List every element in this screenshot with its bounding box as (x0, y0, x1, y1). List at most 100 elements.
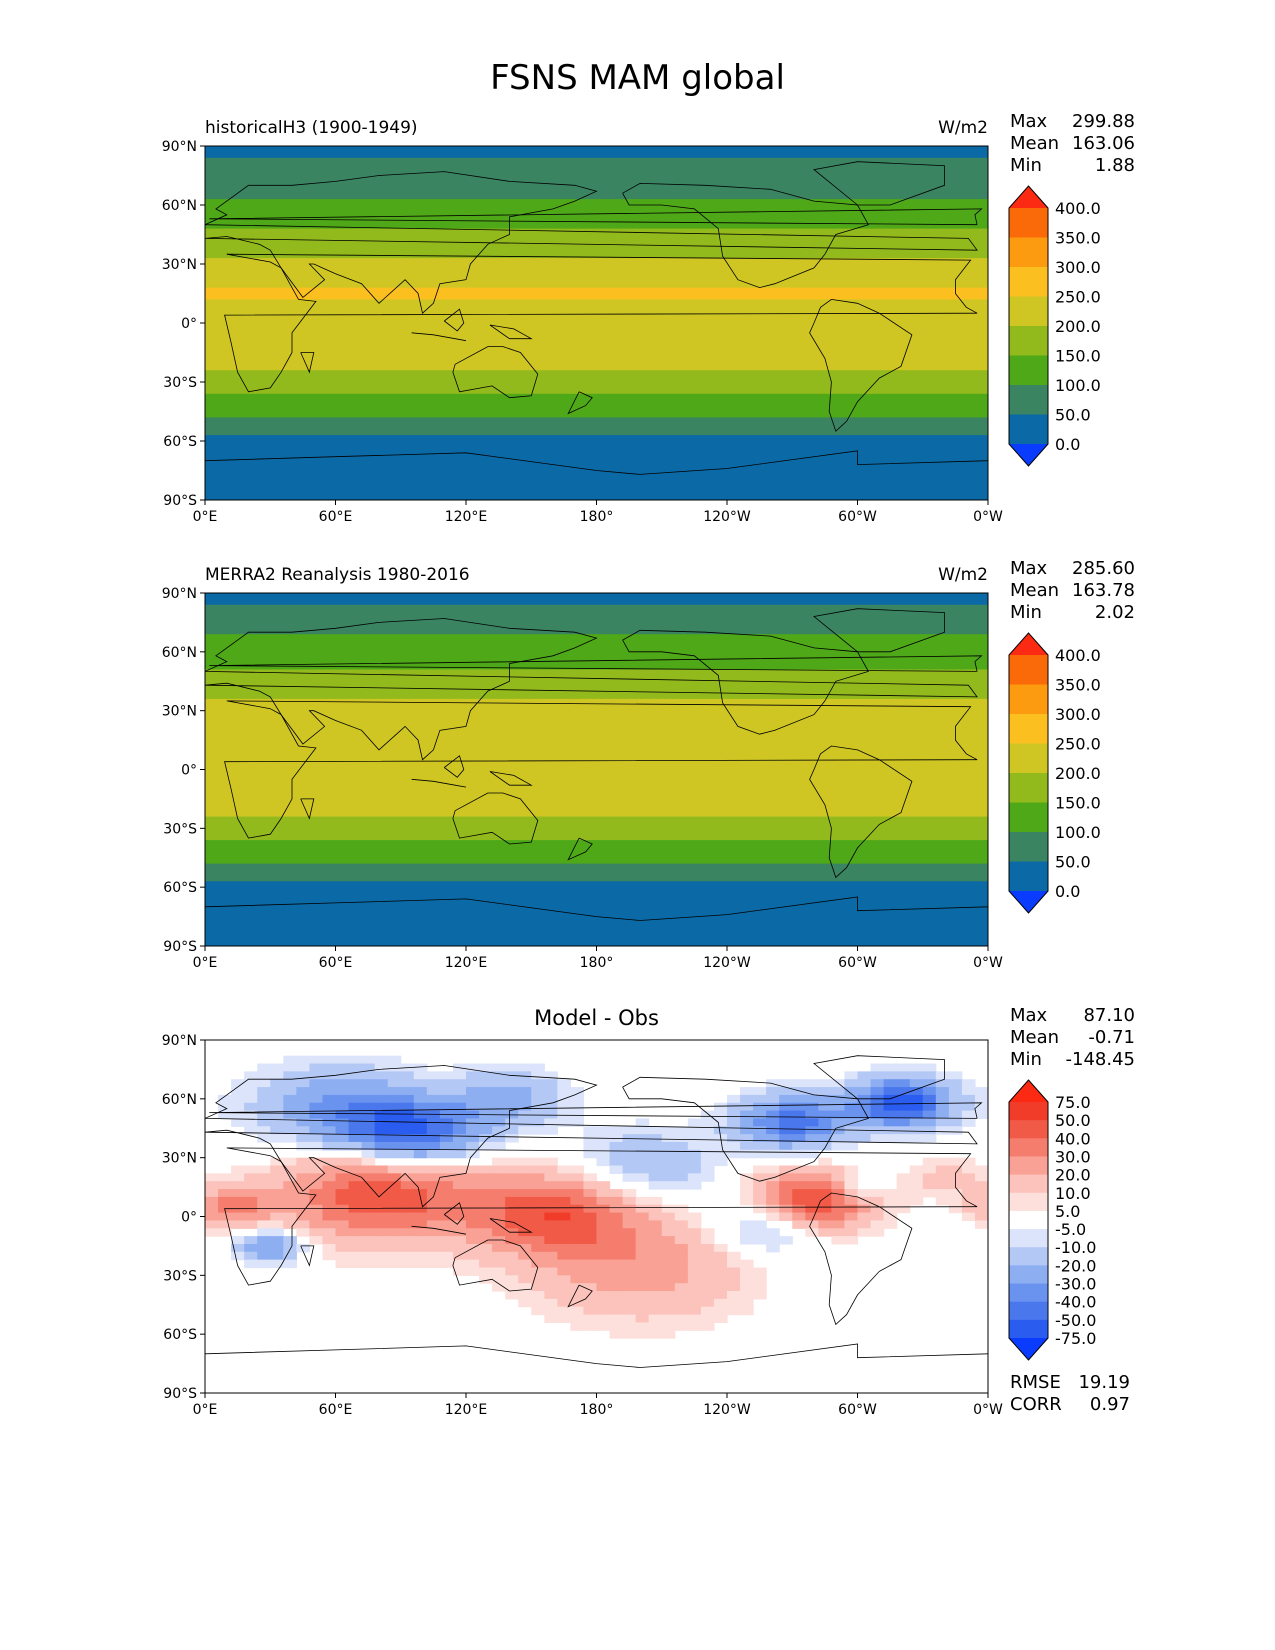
field-cell (257, 1173, 271, 1182)
field-band (205, 405, 988, 413)
field-cell (935, 1173, 950, 1182)
field-cell (531, 1275, 545, 1284)
field-cell (779, 1181, 793, 1190)
field-cell (805, 1189, 819, 1198)
field-cell (609, 1236, 624, 1245)
field-cell (335, 1094, 350, 1104)
field-band (205, 616, 988, 624)
field-cell (909, 1118, 924, 1127)
field-cell (844, 1094, 859, 1104)
field-cell (922, 1173, 937, 1182)
field-cell (466, 1134, 480, 1143)
colorbar-label: 250.0 (1055, 288, 1101, 307)
field-cell (909, 1102, 924, 1112)
field-cell (531, 1181, 545, 1190)
field-cell (635, 1275, 650, 1284)
field-band (205, 610, 988, 618)
coastline (809, 1192, 913, 1326)
field-cell (727, 1251, 741, 1261)
field-cell (674, 1157, 689, 1167)
field-cell (518, 1204, 532, 1214)
field-cell (413, 1079, 428, 1088)
coastline (411, 778, 467, 788)
field-cell (661, 1306, 676, 1316)
field-cell (700, 1141, 715, 1151)
x-tick-label: 180° (580, 955, 614, 971)
field-cell (479, 1126, 493, 1135)
field-cell (531, 1071, 545, 1080)
field-cell (518, 1094, 532, 1104)
field-cell (753, 1267, 767, 1276)
field-cell (883, 1204, 898, 1214)
field-cell (844, 1102, 859, 1112)
field-cell (231, 1251, 245, 1261)
field-cell (857, 1134, 872, 1143)
y-tick-label: 60°N (162, 645, 197, 661)
field-cell (583, 1306, 598, 1316)
field-cell (700, 1314, 715, 1323)
field-cell (805, 1181, 819, 1190)
field-cell (700, 1243, 715, 1253)
field-cell (753, 1220, 767, 1229)
field-cell (609, 1306, 624, 1316)
panel2-stats: Max 285.60 Mean 163.78 Min 2.02 (1010, 558, 1135, 624)
field-cell (961, 1181, 976, 1190)
field-cell (283, 1189, 297, 1198)
field-cell (661, 1314, 676, 1323)
stat-min-value: 1.88 (1094, 155, 1135, 176)
field-cell (922, 1094, 937, 1104)
colorbar-label: 200.0 (1055, 317, 1101, 336)
field-cell (661, 1267, 676, 1276)
y-tick-label: 90°N (162, 139, 197, 155)
field-cell (883, 1189, 898, 1198)
field-cell (792, 1204, 806, 1214)
field-cell (518, 1267, 532, 1276)
field-cell (896, 1110, 911, 1120)
colorbar-label: 300.0 (1055, 705, 1101, 724)
coastline (622, 182, 869, 289)
field-cell (466, 1071, 480, 1080)
field-cell (374, 1149, 389, 1159)
coastline (489, 324, 533, 340)
field-cell (505, 1267, 519, 1276)
x-tick-label: 60°W (838, 955, 877, 971)
field-cell (335, 1189, 350, 1198)
field-cell (609, 1204, 624, 1214)
field-cell (544, 1071, 558, 1080)
field-cell (687, 1141, 702, 1151)
field-cell (374, 1118, 389, 1127)
field-cell (713, 1306, 728, 1316)
field-cell (270, 1071, 284, 1080)
field-cell (335, 1228, 350, 1237)
field-cell (479, 1236, 493, 1245)
field-cell (818, 1204, 832, 1214)
x-tick-label: 0°E (193, 1402, 218, 1418)
colorbar-segment (1009, 1156, 1048, 1176)
field-cell (492, 1251, 506, 1261)
field-cell (622, 1173, 637, 1182)
field-cell (648, 1298, 663, 1308)
field-cell (792, 1173, 806, 1182)
field-cell (831, 1118, 846, 1127)
field-cell (831, 1236, 846, 1245)
field-cell (883, 1094, 898, 1104)
field-cell (609, 1243, 624, 1253)
field-cell (348, 1165, 363, 1174)
field-cell (309, 1055, 324, 1065)
field-cell (374, 1134, 389, 1143)
field-cell (831, 1094, 846, 1104)
field-cell (687, 1212, 702, 1222)
field-cell (309, 1071, 324, 1080)
field-band (205, 246, 988, 253)
field-band (205, 175, 988, 182)
field-cell (974, 1212, 988, 1222)
field-cell (296, 1212, 310, 1222)
field-cell (857, 1228, 872, 1237)
field-cell (361, 1134, 376, 1143)
field-cell (792, 1118, 806, 1127)
coastline (411, 332, 467, 342)
field-cell (648, 1275, 663, 1284)
field-cell (439, 1087, 454, 1096)
field-cell (831, 1134, 846, 1143)
field-cell (961, 1118, 976, 1127)
